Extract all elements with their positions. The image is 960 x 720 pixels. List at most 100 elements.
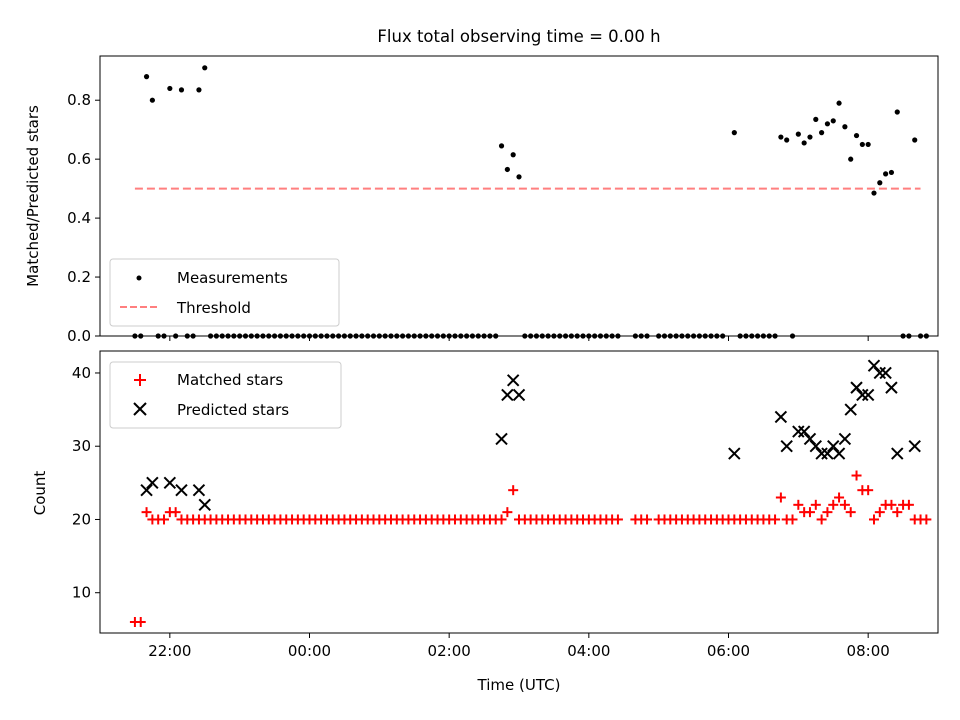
measurement-point <box>859 141 865 148</box>
bottom-legend-box <box>109 361 342 429</box>
predicted-stars-point <box>844 403 857 416</box>
predicted-stars-point <box>198 498 211 512</box>
predicted-stars-point <box>792 425 805 438</box>
bottom-marks <box>129 359 932 628</box>
predicted-stars-point <box>821 447 834 460</box>
top-legend: Measurements Threshold <box>109 258 340 327</box>
matched-stars-point <box>612 514 623 525</box>
matched-stars-point <box>642 514 653 525</box>
matched-stars-point <box>834 492 845 503</box>
bottom-y-ticks: 10 20 30 40 <box>72 364 100 602</box>
matched-stars-point <box>793 499 804 510</box>
matched-stars-point <box>874 507 885 518</box>
measurement-point <box>778 134 784 140</box>
matched-stars-point <box>868 514 879 525</box>
measurement-point <box>836 100 842 106</box>
matched-stars-point <box>496 514 507 525</box>
matched-stars-point <box>903 499 914 510</box>
predicted-stars-point <box>827 440 840 453</box>
legend-threshold-label: Threshold <box>176 299 251 317</box>
matched-stars-point <box>135 617 146 628</box>
measurement-point <box>795 131 801 137</box>
predicted-stars-point <box>856 388 869 402</box>
top-y-tick-label: 0.2 <box>67 268 91 286</box>
predicted-stars-point <box>908 440 921 453</box>
top-x-ticks <box>169 336 869 341</box>
measurement-point <box>149 97 155 103</box>
predicted-stars-point <box>146 476 159 490</box>
measurement-point <box>842 124 848 130</box>
measurement-point <box>813 116 819 122</box>
predicted-stars-point <box>803 432 817 446</box>
predicted-stars-point <box>815 447 828 460</box>
x-tick-label: 08:00 <box>847 642 890 660</box>
top-y-tick-label: 0.4 <box>67 209 91 227</box>
top-axes-frame <box>99 55 939 337</box>
predicted-stars-point <box>809 440 822 453</box>
top-y-ticks: 0.0 0.2 0.4 0.6 0.8 <box>67 91 100 345</box>
bottom-y-tick-label: 30 <box>72 437 91 455</box>
top-y-axis-label: Matched/Predicted stars <box>24 105 42 287</box>
measurement-point <box>819 130 825 136</box>
measurement-point <box>871 190 877 196</box>
predicted-stars-point <box>506 374 520 387</box>
matched-stars-point <box>845 507 856 518</box>
legend-predicted-label: Predicted stars <box>177 401 289 419</box>
measurement-point <box>504 166 510 173</box>
predicted-stars-point <box>774 410 788 424</box>
measurement-point <box>877 180 883 186</box>
measurement-point <box>848 156 854 162</box>
measurement-point <box>510 152 516 158</box>
predicted-stars-point <box>879 366 892 380</box>
matched-stars-point <box>804 507 815 518</box>
predicted-stars-point <box>850 381 863 394</box>
predicted-stars-point <box>832 447 846 460</box>
predicted-stars-point <box>867 359 881 372</box>
matched-stars-point <box>775 492 786 503</box>
chart-title: Flux total observing time = 0.00 h <box>377 27 660 46</box>
legend-matched-marker <box>134 374 146 386</box>
predicted-stars-point <box>140 483 153 497</box>
predicted-stars-point <box>495 432 508 446</box>
matched-stars-point <box>159 514 170 525</box>
measurement-point <box>167 85 173 92</box>
matched-stars-point <box>822 507 833 518</box>
measurement-point <box>178 87 185 93</box>
x-tick-label: 02:00 <box>428 642 471 660</box>
legend-measurements-label: Measurements <box>177 269 288 287</box>
measurement-point <box>196 87 202 93</box>
matched-stars-point <box>810 499 821 510</box>
matched-stars-point <box>921 514 932 525</box>
measurement-point <box>498 143 505 149</box>
measurement-point <box>143 74 150 80</box>
measurement-point <box>830 118 836 124</box>
measurement-point <box>853 132 860 139</box>
measurement-point <box>516 174 522 180</box>
x-tick-label: 06:00 <box>707 642 750 660</box>
predicted-stars-point <box>512 388 526 402</box>
measurement-point <box>894 109 900 115</box>
top-panel: 0.00.20.40.60.8 Matched/Predicted stars … <box>24 55 939 345</box>
matched-stars-point <box>170 507 181 518</box>
predicted-stars-point <box>891 447 904 460</box>
bottom-legend: Matched stars Predicted stars <box>109 361 342 429</box>
matched-stars-point <box>508 485 519 496</box>
x-tick-label: 00:00 <box>288 642 331 660</box>
predicted-stars-point <box>797 425 811 438</box>
predicted-stars-point <box>175 483 188 497</box>
x-axis-label: Time (UTC) <box>477 676 561 694</box>
matched-stars-point <box>141 507 152 518</box>
bottom-y-tick-label: 20 <box>72 510 91 528</box>
measurement-point <box>807 134 813 140</box>
x-tick-label: 22:00 <box>148 642 191 660</box>
predicted-stars-point <box>192 483 206 497</box>
bottom-y-tick-label: 40 <box>72 364 91 382</box>
measurement-point <box>888 169 895 176</box>
matched-stars-point <box>851 470 862 481</box>
predicted-stars-point <box>728 447 741 460</box>
matched-stars-point <box>886 499 897 510</box>
measurement-point <box>824 121 831 127</box>
matched-stars-point <box>892 507 903 518</box>
